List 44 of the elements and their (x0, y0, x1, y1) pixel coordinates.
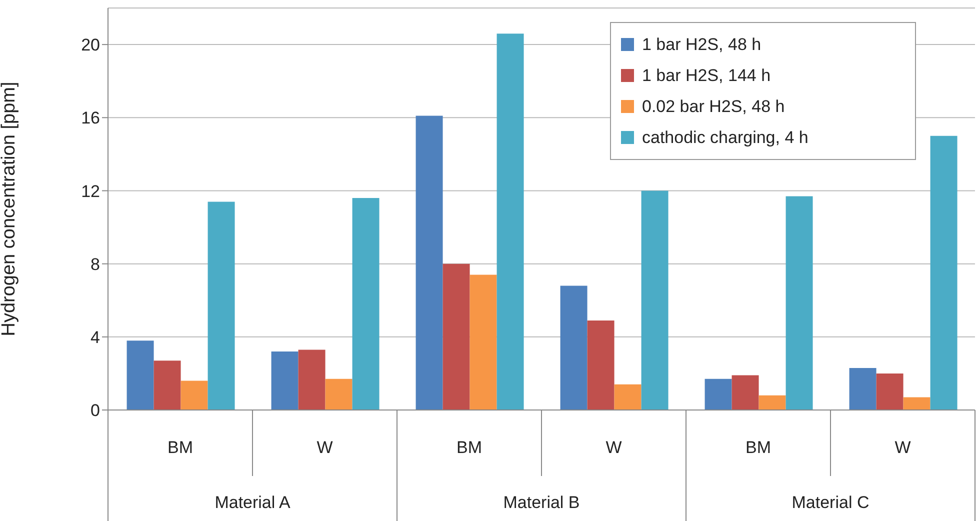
bar (758, 395, 786, 410)
bar (496, 34, 524, 410)
y-tick-label: 20 (81, 36, 100, 55)
legend-label: cathodic charging, 4 h (642, 128, 808, 148)
bar (876, 373, 904, 410)
bar (154, 360, 181, 410)
text: Material C (792, 493, 870, 512)
text: Material B (503, 493, 580, 512)
bar (416, 116, 443, 410)
y-axis-title: Hydrogen concentration [ppm] (0, 82, 20, 336)
y-tick-label: 12 (81, 182, 100, 201)
bar (126, 340, 154, 410)
x-tick-label: BM (168, 438, 193, 457)
x-tick-label: W (894, 438, 911, 457)
bar (352, 198, 380, 410)
bar (903, 397, 930, 410)
bar (208, 202, 235, 410)
bar (614, 384, 642, 410)
x-tick-label: BM (746, 438, 771, 457)
bar (470, 274, 497, 410)
legend-label: 1 bar H2S, 144 h (642, 66, 771, 86)
bar (732, 375, 759, 410)
x-tick-label: BM (456, 438, 482, 457)
legend-label: 0.02 bar H2S, 48 h (642, 96, 785, 116)
x-tick-label: W (316, 438, 333, 457)
y-tick-label: 8 (90, 254, 100, 274)
bar (442, 264, 470, 410)
bar (704, 378, 732, 410)
bar (641, 190, 668, 410)
legend-label: 1 bar H2S, 48 h (642, 34, 762, 54)
bar (587, 320, 614, 410)
bar (849, 368, 876, 410)
bar (560, 286, 588, 410)
bar (180, 380, 208, 410)
bar (325, 378, 352, 410)
y-tick-label: 4 (90, 328, 100, 347)
bar (930, 136, 958, 410)
text: Material A (214, 493, 291, 512)
y-tick-label: 0 (90, 401, 100, 420)
bar (786, 196, 813, 410)
y-tick-label: 16 (81, 108, 100, 128)
bar (298, 350, 326, 410)
bar (271, 352, 298, 410)
x-tick-label: W (606, 438, 622, 457)
